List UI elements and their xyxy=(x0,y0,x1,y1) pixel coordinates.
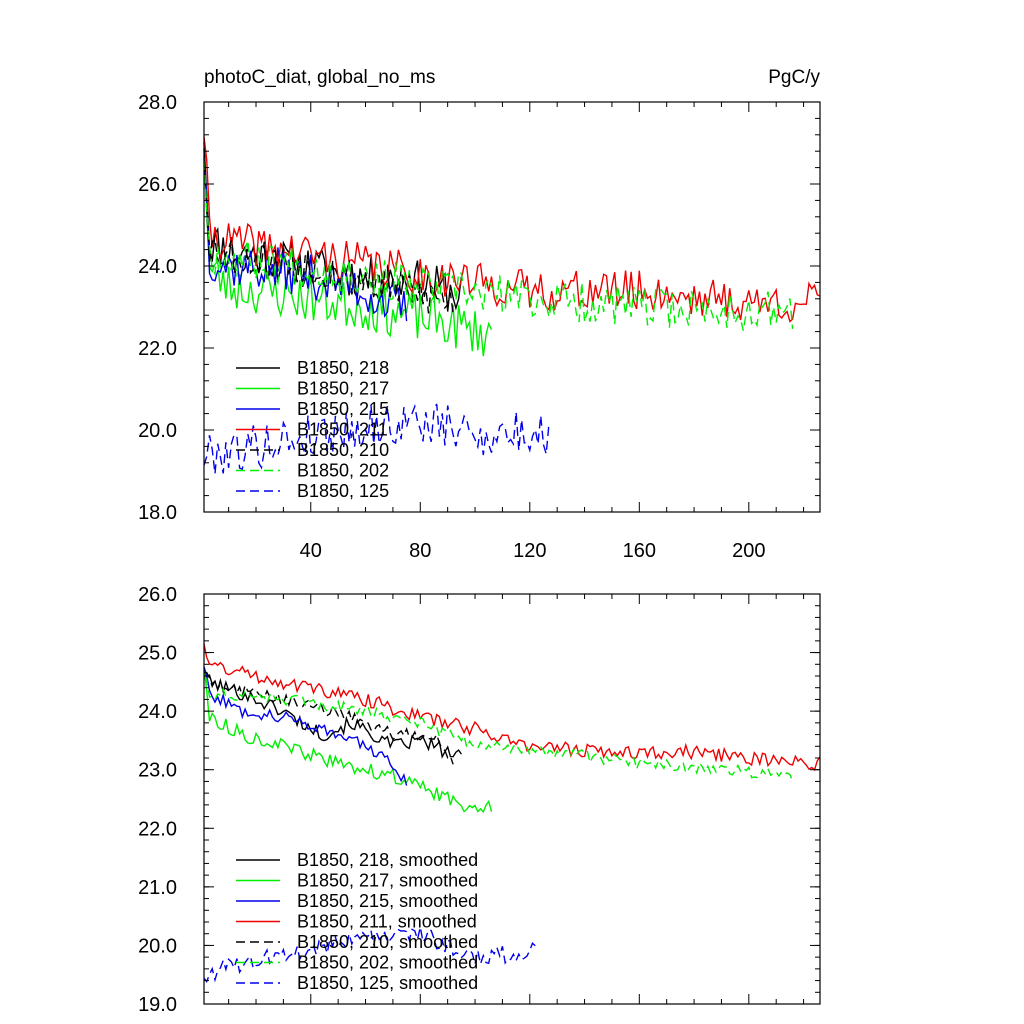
x-tick-label: 200 xyxy=(732,540,765,562)
series-line-4 xyxy=(203,643,821,772)
x-tick-label: 160 xyxy=(623,540,656,562)
y-tick-label: 28.0 xyxy=(138,92,177,114)
top-panel: photoC_diat, global_no_ms PgC/y 18.0 20.0… xyxy=(138,67,821,562)
legend-label: B1850, 202, smoothed xyxy=(297,953,478,973)
x-tick-label: 80 xyxy=(409,540,431,562)
y-tick-label: 26.0 xyxy=(138,584,177,606)
legend-label: B1850, 218, smoothed xyxy=(297,850,478,870)
tick-group: 19.0 20.0 21.0 22.0 23.0 24.0 25.0 26.0 xyxy=(138,584,820,1016)
series-line-6 xyxy=(203,677,794,781)
tick-group: 18.0 20.0 22.0 24.0 26.0 28.0 40 80 120 160 200 xyxy=(138,92,820,562)
chart-title: photoC_diat, global_no_ms xyxy=(204,67,435,88)
legend-label: B1850, 125 xyxy=(297,481,389,501)
series-line-3 xyxy=(203,158,408,322)
y-tick-label: 25.0 xyxy=(138,643,177,665)
plot-frame xyxy=(203,593,821,1005)
series-line-7 xyxy=(203,926,536,983)
legend-label: B1850, 218 xyxy=(297,358,389,378)
x-tick-label: 40 xyxy=(300,540,322,562)
series-line-3 xyxy=(203,666,408,786)
legend-label: B1850, 217, smoothed xyxy=(297,871,478,891)
legend-label: B1850, 215 xyxy=(297,399,389,419)
series-group xyxy=(203,643,821,983)
series-line-2 xyxy=(203,155,493,357)
plot-frame xyxy=(203,101,821,513)
y-tick-label: 20.0 xyxy=(138,935,177,957)
legend-label: B1850, 211, smoothed xyxy=(297,912,477,932)
legend-label: B1850, 217 xyxy=(297,379,389,399)
y-tick-label: 23.0 xyxy=(138,760,177,782)
y-tick-label: 18.0 xyxy=(138,502,177,524)
series-line-5 xyxy=(204,671,454,765)
legend-label: B1850, 125, smoothed xyxy=(297,973,478,993)
units-label: PgC/y xyxy=(768,67,820,88)
series-line-6 xyxy=(203,160,794,331)
series-line-7 xyxy=(203,403,550,474)
y-tick-label: 22.0 xyxy=(138,338,177,360)
y-tick-label: 22.0 xyxy=(138,818,177,840)
series-line-5 xyxy=(203,148,454,314)
legend-label: B1850, 211 xyxy=(297,420,388,440)
series-line-4 xyxy=(203,136,821,323)
legend-label: B1850, 210, smoothed xyxy=(297,932,478,952)
y-tick-label: 24.0 xyxy=(138,701,177,723)
y-tick-label: 21.0 xyxy=(138,877,177,899)
legend-label: B1850, 210 xyxy=(297,440,389,460)
y-tick-label: 19.0 xyxy=(138,994,177,1016)
legend-label: B1850, 202 xyxy=(297,461,389,481)
legend-label: B1850, 215, smoothed xyxy=(297,891,478,911)
y-tick-label: 20.0 xyxy=(138,420,177,442)
bottom-panel: 19.0 20.0 21.0 22.0 23.0 24.0 25.0 26.0 B1850, … xyxy=(138,584,821,1016)
x-tick-label: 120 xyxy=(513,540,546,562)
y-tick-label: 26.0 xyxy=(138,174,177,196)
series-line-2 xyxy=(203,667,493,814)
series-group xyxy=(203,136,821,474)
y-tick-label: 24.0 xyxy=(138,256,177,278)
